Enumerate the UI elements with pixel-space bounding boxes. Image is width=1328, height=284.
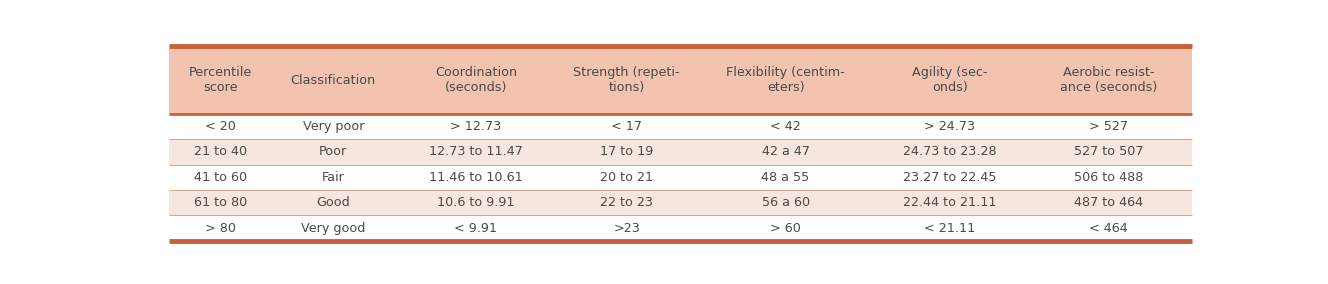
Bar — [556, 139, 697, 165]
Bar — [271, 139, 396, 165]
Bar — [1025, 190, 1193, 215]
Text: 21 to 40: 21 to 40 — [194, 145, 247, 158]
Bar — [169, 215, 271, 241]
Text: 11.46 to 10.61: 11.46 to 10.61 — [429, 171, 523, 184]
Bar — [396, 139, 556, 165]
Bar — [874, 139, 1025, 165]
Text: 24.73 to 23.28: 24.73 to 23.28 — [903, 145, 996, 158]
Text: Percentile
score: Percentile score — [189, 66, 252, 94]
Bar — [697, 114, 874, 139]
Bar — [271, 46, 396, 114]
Text: > 80: > 80 — [205, 222, 236, 235]
Bar — [874, 190, 1025, 215]
Bar — [556, 215, 697, 241]
Text: 506 to 488: 506 to 488 — [1074, 171, 1143, 184]
Bar — [169, 165, 271, 190]
Text: < 464: < 464 — [1089, 222, 1127, 235]
Text: > 60: > 60 — [770, 222, 801, 235]
Bar — [874, 46, 1025, 114]
Text: 23.27 to 22.45: 23.27 to 22.45 — [903, 171, 996, 184]
Bar — [169, 46, 271, 114]
Text: 12.73 to 11.47: 12.73 to 11.47 — [429, 145, 523, 158]
Bar — [1025, 165, 1193, 190]
Bar — [874, 114, 1025, 139]
Text: > 24.73: > 24.73 — [924, 120, 975, 133]
Bar — [556, 165, 697, 190]
Text: 10.6 to 9.91: 10.6 to 9.91 — [437, 196, 515, 209]
Text: Strength (repeti-
tions): Strength (repeti- tions) — [574, 66, 680, 94]
Bar — [697, 215, 874, 241]
Text: < 20: < 20 — [205, 120, 235, 133]
Text: > 12.73: > 12.73 — [450, 120, 502, 133]
Text: Very good: Very good — [301, 222, 365, 235]
Text: Fair: Fair — [321, 171, 345, 184]
Text: < 42: < 42 — [770, 120, 801, 133]
Text: 20 to 21: 20 to 21 — [600, 171, 653, 184]
Text: 41 to 60: 41 to 60 — [194, 171, 247, 184]
Text: > 527: > 527 — [1089, 120, 1129, 133]
Bar — [1025, 139, 1193, 165]
Text: 56 a 60: 56 a 60 — [761, 196, 810, 209]
Text: < 9.91: < 9.91 — [454, 222, 498, 235]
Bar — [697, 165, 874, 190]
Bar — [396, 114, 556, 139]
Text: Flexibility (centim-
eters): Flexibility (centim- eters) — [726, 66, 845, 94]
Bar — [874, 165, 1025, 190]
Bar — [556, 114, 697, 139]
Text: 61 to 80: 61 to 80 — [194, 196, 247, 209]
Text: Agility (sec-
onds): Agility (sec- onds) — [912, 66, 988, 94]
Bar — [697, 46, 874, 114]
Bar — [1025, 215, 1193, 241]
Text: 48 a 55: 48 a 55 — [761, 171, 810, 184]
Bar — [396, 165, 556, 190]
Bar — [271, 114, 396, 139]
Text: < 17: < 17 — [611, 120, 643, 133]
Text: Very poor: Very poor — [303, 120, 364, 133]
Bar — [1025, 46, 1193, 114]
Text: 17 to 19: 17 to 19 — [600, 145, 653, 158]
Bar — [169, 139, 271, 165]
Text: 22.44 to 21.11: 22.44 to 21.11 — [903, 196, 996, 209]
Text: Poor: Poor — [319, 145, 348, 158]
Text: 42 a 47: 42 a 47 — [761, 145, 810, 158]
Text: < 21.11: < 21.11 — [924, 222, 976, 235]
Text: 22 to 23: 22 to 23 — [600, 196, 653, 209]
Text: Aerobic resist-
ance (seconds): Aerobic resist- ance (seconds) — [1060, 66, 1157, 94]
Bar — [556, 46, 697, 114]
Text: Classification: Classification — [291, 74, 376, 87]
Bar — [271, 215, 396, 241]
Text: Coordination
(seconds): Coordination (seconds) — [436, 66, 517, 94]
Bar — [396, 46, 556, 114]
Bar — [697, 139, 874, 165]
Text: 527 to 507: 527 to 507 — [1074, 145, 1143, 158]
Text: 487 to 464: 487 to 464 — [1074, 196, 1143, 209]
Bar — [396, 190, 556, 215]
Bar — [271, 165, 396, 190]
Bar — [697, 190, 874, 215]
Bar — [396, 215, 556, 241]
Text: Good: Good — [316, 196, 351, 209]
Bar — [556, 190, 697, 215]
Text: >23: >23 — [614, 222, 640, 235]
Bar — [271, 190, 396, 215]
Bar — [1025, 114, 1193, 139]
Bar — [169, 190, 271, 215]
Bar — [169, 114, 271, 139]
Bar — [874, 215, 1025, 241]
